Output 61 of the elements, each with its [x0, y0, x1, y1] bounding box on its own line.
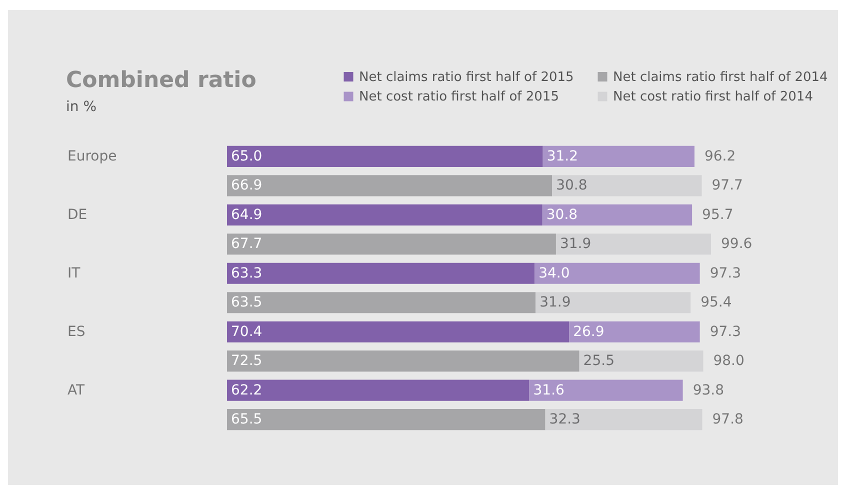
total-label: 97.8 [712, 412, 744, 428]
y-tick-label: IT [68, 265, 81, 282]
bar [529, 380, 683, 401]
data-label: 25.5 [583, 353, 614, 370]
data-label: 62.2 [231, 382, 262, 398]
bar [534, 262, 700, 284]
bar [227, 262, 535, 284]
bar [227, 204, 542, 226]
data-label: 34.0 [538, 265, 570, 282]
bar [545, 409, 702, 430]
bar [552, 175, 702, 196]
data-label: 65.5 [231, 412, 262, 428]
bar [569, 321, 700, 342]
total-label: 95.4 [700, 294, 732, 311]
bar [227, 234, 556, 255]
data-label: 32.3 [549, 412, 580, 428]
data-label: 65.0 [231, 148, 262, 164]
bar [227, 350, 580, 372]
total-label: 95.7 [702, 206, 734, 223]
data-label: 70.4 [231, 324, 262, 340]
total-label: 93.8 [692, 382, 724, 398]
bar [227, 409, 546, 430]
bar [227, 380, 530, 401]
y-tick-label: AT [68, 382, 85, 398]
bar [227, 292, 536, 314]
bar [542, 146, 694, 167]
data-label: 63.3 [231, 265, 262, 282]
bar [227, 146, 543, 167]
data-label: 30.8 [556, 178, 588, 194]
legend-label: Net claims ratio first half of 2015 [359, 70, 574, 85]
total-label: 96.2 [704, 148, 736, 164]
text: in % [66, 99, 97, 115]
y-tick-label: ES [68, 324, 86, 340]
data-label: 63.5 [231, 294, 262, 311]
data-label: 31.9 [560, 236, 592, 252]
bar [542, 204, 692, 226]
data-label: 26.9 [573, 324, 604, 340]
chart-title: Combined ratio [66, 68, 256, 93]
legend-label: Net claims ratio first half of 2014 [613, 70, 828, 85]
bar [556, 234, 711, 255]
total-label: 99.6 [721, 236, 752, 252]
data-label: 72.5 [231, 353, 262, 370]
data-label: 31.2 [546, 148, 578, 164]
total-label: 97.3 [710, 265, 741, 282]
data-label: 30.8 [546, 206, 578, 223]
legend-label: Net cost ratio first half of 2014 [613, 90, 813, 104]
total-label: 97.7 [712, 178, 743, 194]
data-label: 64.9 [231, 206, 262, 223]
bar [227, 321, 570, 342]
data-label: 66.9 [231, 178, 262, 194]
bar [536, 292, 691, 314]
y-tick-label: Europe [68, 148, 117, 164]
bar [227, 175, 552, 196]
total-label: 98.0 [713, 353, 744, 370]
data-label: 31.9 [540, 294, 571, 311]
bar [579, 350, 704, 372]
legend-label: Net cost ratio first half of 2015 [359, 90, 559, 104]
y-tick-label: DE [68, 206, 88, 223]
data-label: 31.6 [533, 382, 565, 398]
data-label: 67.7 [231, 236, 262, 252]
total-label: 97.3 [710, 324, 741, 340]
